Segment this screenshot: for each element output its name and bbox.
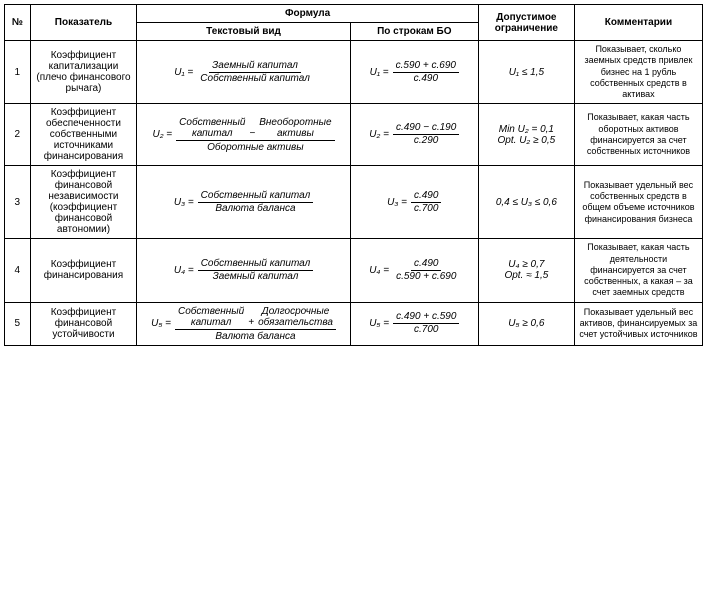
formula-bo-cell: U₄ = с.490 с.590 + с.690 [350, 239, 478, 302]
table-row: 1 Коэффициент капитализации (плечо финан… [5, 41, 703, 104]
formula-text-cell: U₁ = Заемный капитал Собственный капитал [137, 41, 350, 104]
bo-numerator: с.490 − с.190 [393, 122, 459, 135]
comment-cell: Показывает, какая часть оборотных активо… [574, 104, 702, 166]
financial-ratios-table: № Показатель Формула Допустимое ограниче… [4, 4, 703, 346]
table-row: 5 Коэффициент финансовой устойчивости U₅… [5, 302, 703, 345]
frac-denominator: Валюта баланса [215, 330, 295, 342]
frac-denominator: Собственный капитал [197, 73, 313, 85]
bo-denominator: с.490 [411, 73, 441, 85]
row-indicator: Коэффициент финансирования [30, 239, 137, 302]
formula-bo-cell: U₃ = с.490 с.700 [350, 166, 478, 239]
sum-a-bot: капитал [192, 128, 233, 139]
sum-b-top: Внеоборотные [259, 117, 331, 128]
frac-numerator: Собственный капитал [198, 190, 314, 203]
limit-cell: U₄ ≥ 0,7 Opt. ≈ 1,5 [478, 239, 574, 302]
frac-denominator: Валюта баланса [212, 203, 298, 215]
table-row: 2 Коэффициент обеспеченности собственным… [5, 104, 703, 166]
bo-numerator: с.490 [411, 190, 441, 203]
bo-numerator: с.490 + с.590 [393, 311, 459, 324]
row-num: 1 [5, 41, 31, 104]
row-num: 4 [5, 239, 31, 302]
row-indicator: Коэффициент финансовой независимости (ко… [30, 166, 137, 239]
sum-a-bot: капитал [191, 317, 232, 328]
frac-denominator: Оборотные активы [207, 141, 303, 153]
sum-sign: + [247, 317, 255, 328]
table-row: 4 Коэффициент финансирования U₄ = Собств… [5, 239, 703, 302]
header-indicator: Показатель [30, 5, 137, 41]
header-limit: Допустимое ограничение [478, 5, 574, 41]
formula-text-cell: U₅ = Собственный капитал + Долгосрочные … [137, 302, 350, 345]
frac-denominator: Заемный капитал [210, 271, 302, 283]
comment-cell: Показывает, какая часть деятельности фин… [574, 239, 702, 302]
sum-a-top: Собственный [179, 117, 245, 128]
formula-text-cell: U₂ = Собственный капитал − Внеоборотные … [137, 104, 350, 166]
bo-denominator: с.290 [411, 135, 441, 147]
formula-text-cell: U₃ = Собственный капитал Валюта баланса [137, 166, 350, 239]
row-indicator: Коэффициент обеспеченности собственными … [30, 104, 137, 166]
limit-line1: Min U₂ = 0,1 [483, 124, 570, 135]
sum-b-bot: обязательства [258, 317, 333, 328]
frac-numerator: Заемный капитал [209, 60, 301, 73]
limit-line2: Opt. ≈ 1,5 [483, 270, 570, 281]
sum-sign: − [248, 128, 256, 139]
header-comment: Комментарии [574, 5, 702, 41]
bo-denominator: с.700 [411, 324, 441, 336]
bo-numerator: с.490 [411, 258, 441, 271]
frac-numerator: Собственный капитал [198, 258, 314, 271]
bo-denominator: с.590 + с.690 [393, 271, 459, 283]
bo-numerator: с.590 + с.690 [393, 60, 459, 73]
formula-var: U₁ [174, 67, 184, 78]
header-formula: Формула [137, 5, 479, 23]
formula-bo-cell: U₁ = с.590 + с.690 с.490 [350, 41, 478, 104]
row-indicator: Коэффициент финансовой устойчивости [30, 302, 137, 345]
row-num: 5 [5, 302, 31, 345]
limit-cell: 0,4 ≤ U₃ ≤ 0,6 [478, 166, 574, 239]
comment-cell: Показывает удельный вес собственных сред… [574, 166, 702, 239]
formula-text-cell: U₄ = Собственный капитал Заемный капитал [137, 239, 350, 302]
sum-a-top: Собственный [178, 306, 244, 317]
bo-denominator: с.700 [411, 203, 441, 215]
limit-line2: Opt. U₂ ≥ 0,5 [483, 135, 570, 146]
header-num: № [5, 5, 31, 41]
row-indicator: Коэффициент капитализации (плечо финансо… [30, 41, 137, 104]
row-num: 2 [5, 104, 31, 166]
comment-cell: Показывает удельный вес активов, финанси… [574, 302, 702, 345]
comment-cell: Показывает, сколько заемных средств прив… [574, 41, 702, 104]
row-num: 3 [5, 166, 31, 239]
limit-line1: U₄ ≥ 0,7 [483, 259, 570, 270]
formula-bo-cell: U₂ = с.490 − с.190 с.290 [350, 104, 478, 166]
table-row: 3 Коэффициент финансовой независимости (… [5, 166, 703, 239]
limit-cell: Min U₂ = 0,1 Opt. U₂ ≥ 0,5 [478, 104, 574, 166]
formula-bo-cell: U₅ = с.490 + с.590 с.700 [350, 302, 478, 345]
header-formula-bo: По строкам БО [350, 23, 478, 41]
limit-cell: U₅ ≥ 0,6 [478, 302, 574, 345]
sum-b-bot: активы [277, 128, 314, 139]
limit-cell: U₁ ≤ 1,5 [478, 41, 574, 104]
header-formula-text: Текстовый вид [137, 23, 350, 41]
sum-b-top: Долгосрочные [262, 306, 330, 317]
